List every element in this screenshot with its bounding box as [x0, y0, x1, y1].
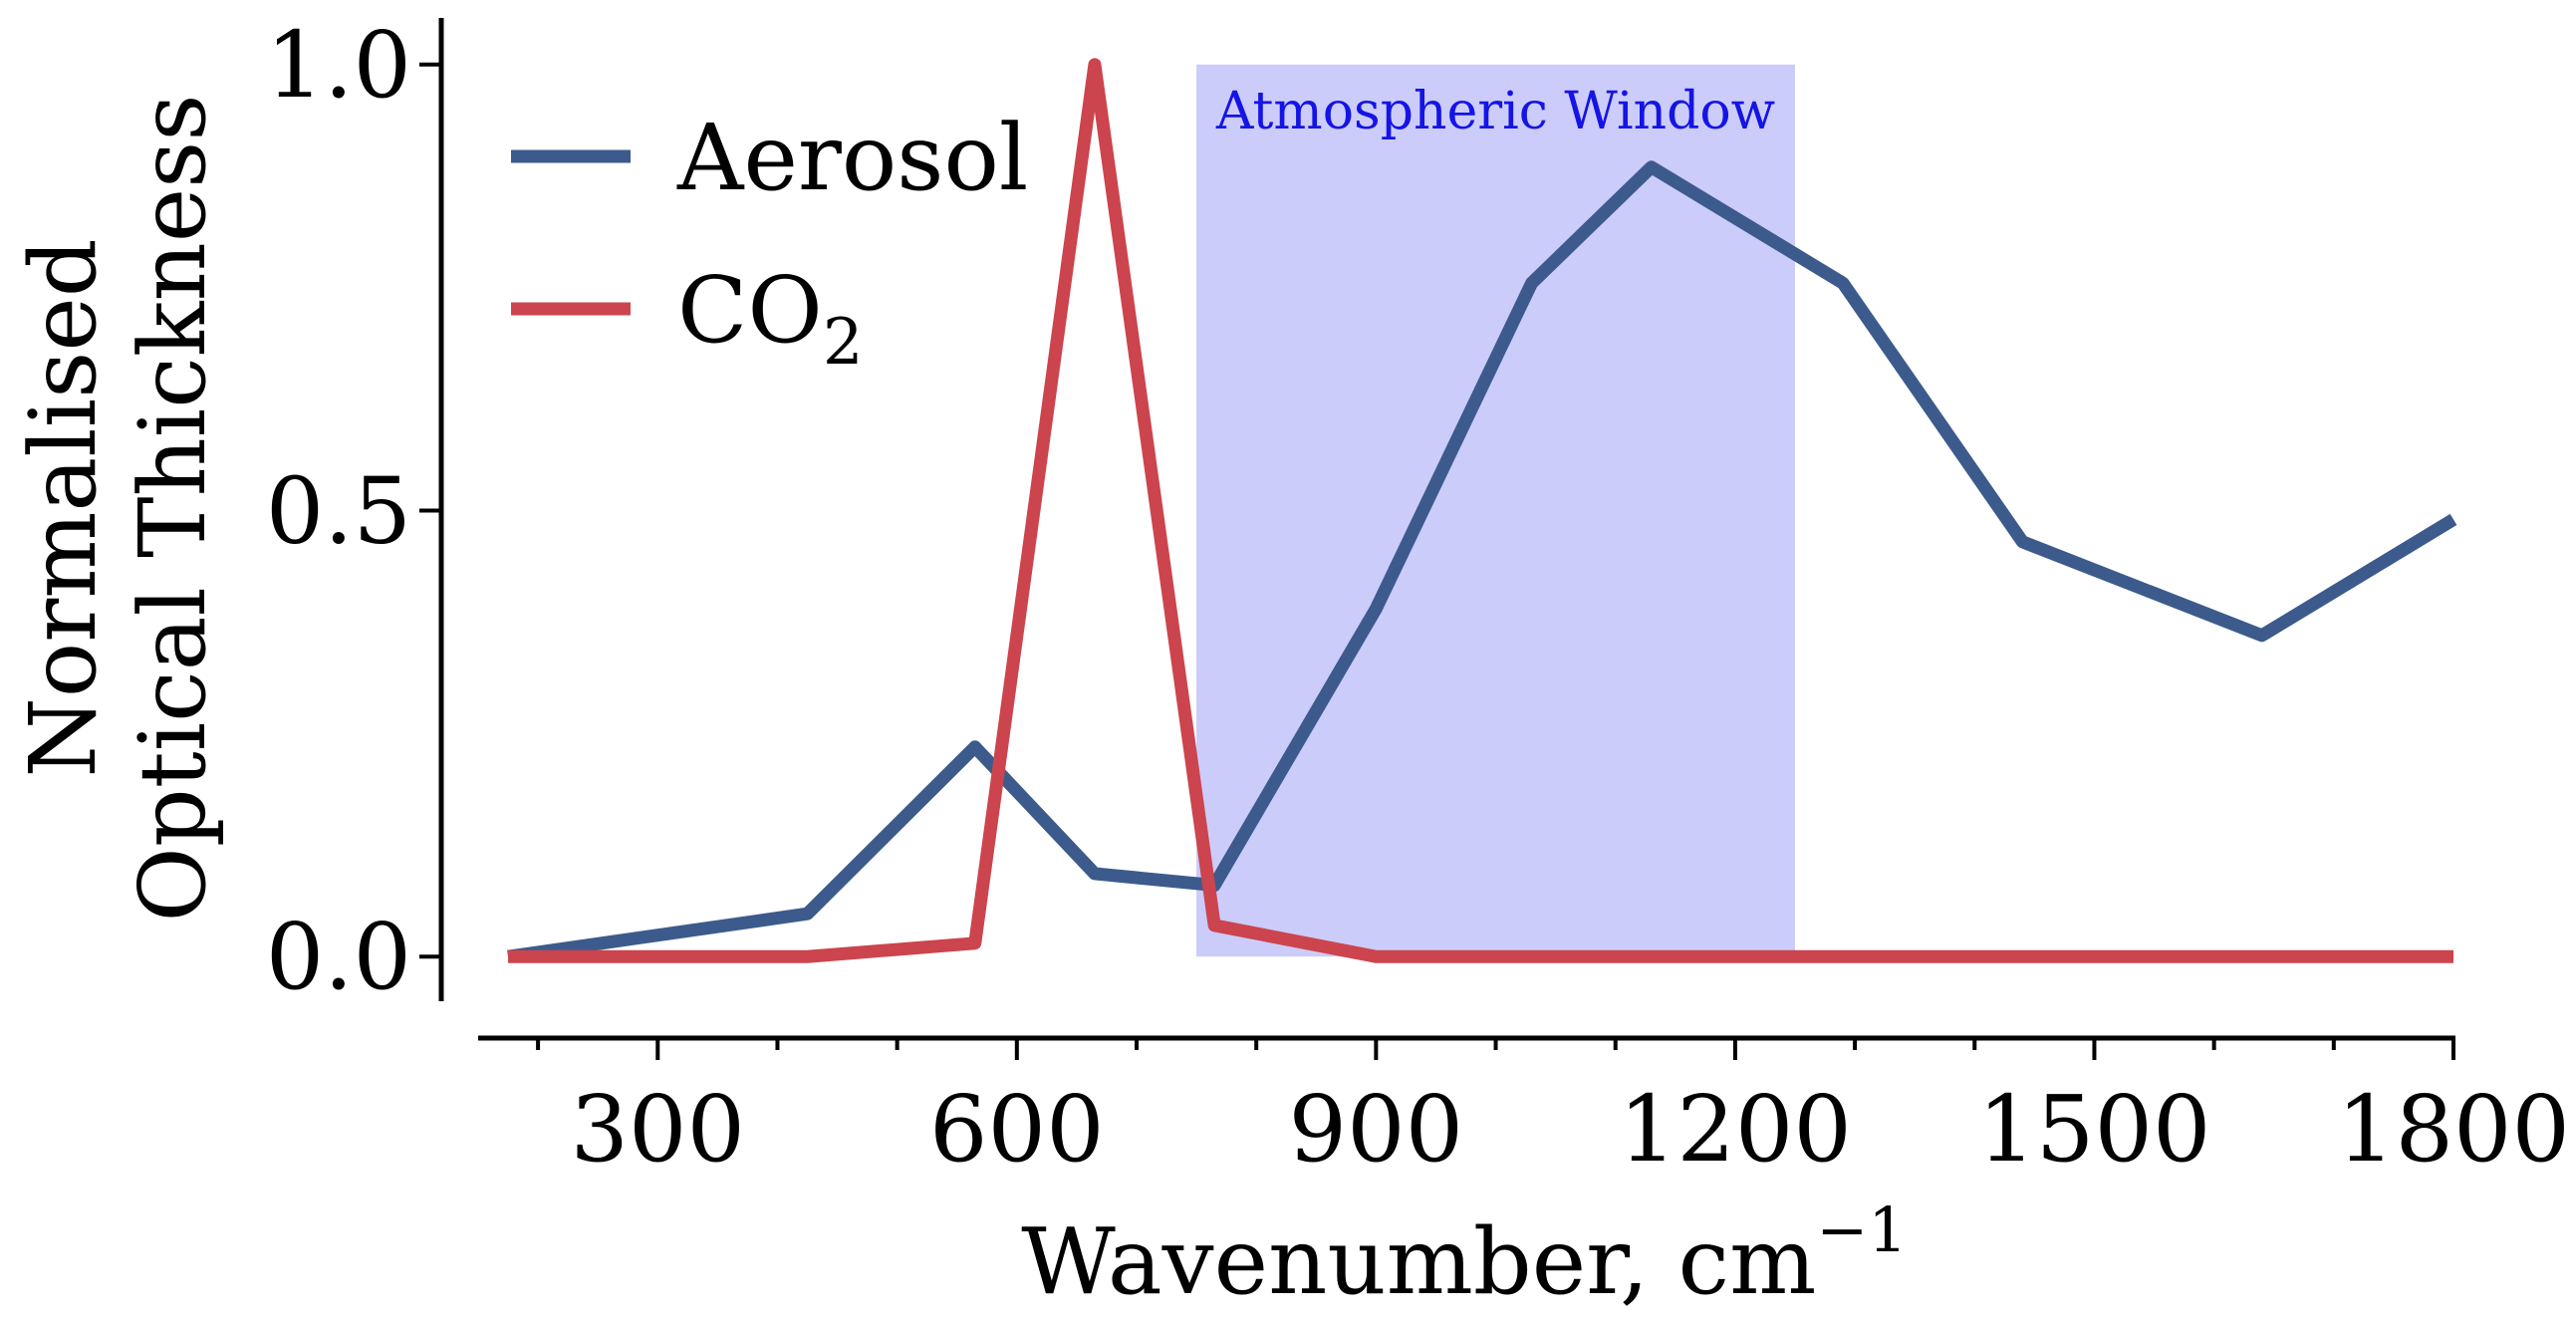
x-axis-title-main: Wavenumber, cm — [1021, 1208, 1816, 1315]
y-tick-label: 0.0 — [266, 904, 411, 1010]
y-axis-title-line2: Optical Thickness — [120, 94, 226, 922]
x-axis-title: Wavenumber, cm−1 — [1021, 1193, 1907, 1315]
x-tick-label: 900 — [1289, 1076, 1464, 1183]
atmospheric-window-label: Atmospheric Window — [1215, 82, 1775, 141]
x-tick-label: 1500 — [1977, 1076, 2210, 1183]
x-axis-title-superscript: −1 — [1816, 1193, 1907, 1266]
legend-label-subscript: 2 — [823, 306, 864, 380]
legend-label-co2: CO2 — [677, 257, 864, 380]
series-line-aerosol — [507, 160, 2457, 963]
series-line-co2 — [508, 58, 2453, 963]
x-tick-label: 1200 — [1619, 1076, 1852, 1183]
axes-layer: 0.0 0.5 1.0 300 600 900 1200 1500 1800 Wavenumber… — [10, 12, 2570, 1315]
y-tick-label: 1.0 — [266, 12, 411, 119]
x-tick-label: 1800 — [2337, 1076, 2570, 1183]
series-layer — [507, 58, 2457, 963]
legend-label-text: CO — [677, 257, 823, 364]
legend-label-text: Aerosol — [676, 105, 1028, 211]
legend: Aerosol CO2 — [511, 105, 1028, 380]
atmospheric-window-band — [1196, 64, 1795, 957]
legend-label-aerosol: Aerosol — [676, 105, 1028, 211]
x-tick-label: 600 — [929, 1076, 1105, 1183]
y-axis-title-line1: Normalised — [10, 238, 117, 777]
atmospheric-window-layer: Atmospheric Window — [1196, 64, 1795, 957]
y-tick-label: 0.5 — [266, 458, 411, 565]
x-tick-label: 300 — [570, 1076, 745, 1183]
